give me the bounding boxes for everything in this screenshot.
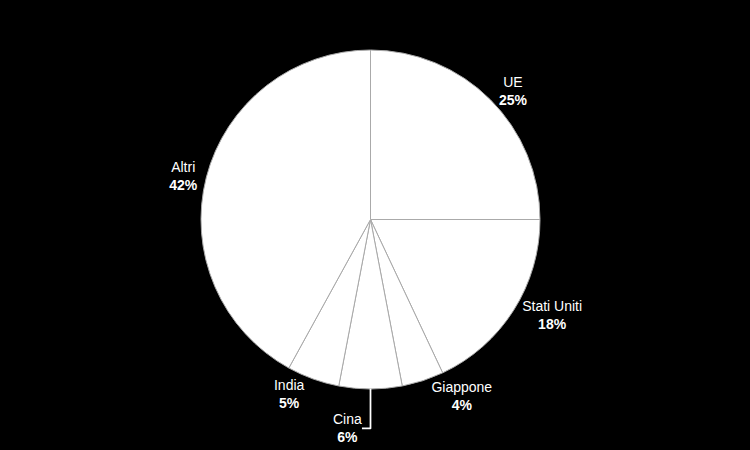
- svg-text:UE25%: UE25%: [499, 74, 528, 108]
- svg-text:Altri42%: Altri42%: [169, 159, 198, 193]
- svg-text:Stati Uniti18%: Stati Uniti18%: [522, 298, 582, 332]
- svg-text:Cina6%: Cina6%: [333, 411, 362, 445]
- svg-text:Giappone4%: Giappone4%: [431, 379, 492, 413]
- svg-text:India5%: India5%: [274, 377, 305, 411]
